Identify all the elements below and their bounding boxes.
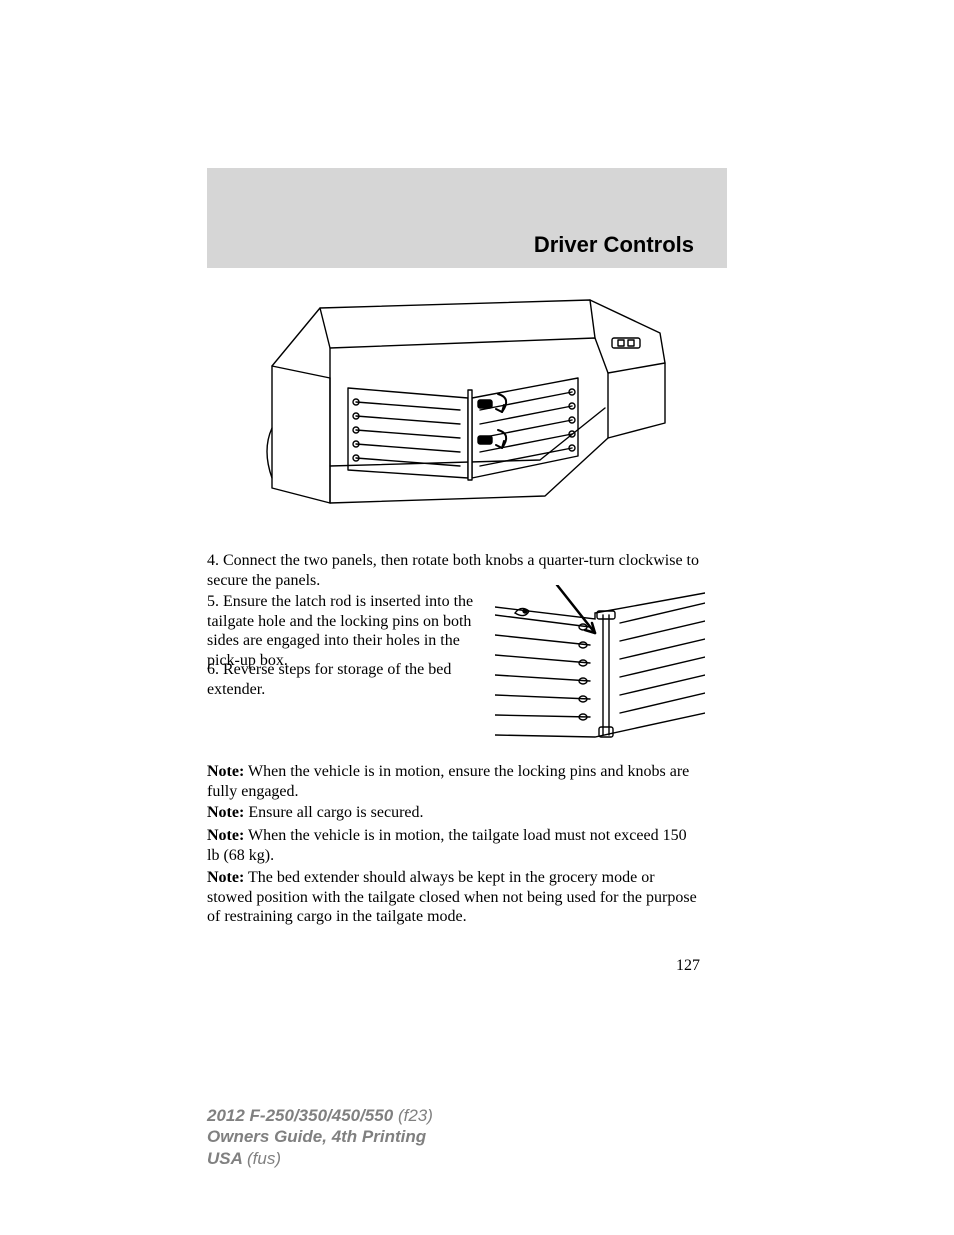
page: Driver Controls — [0, 0, 954, 1235]
note-3: Note: When the vehicle is in motion, the… — [207, 826, 702, 865]
footer-code: (f23) — [398, 1106, 433, 1125]
figure-latch-rod — [495, 585, 705, 745]
footer-line-2: Owners Guide, 4th Printing — [207, 1126, 433, 1147]
note-label: Note: — [207, 869, 244, 886]
note-4-text: The bed extender should always be kept i… — [207, 869, 697, 925]
footer-line-1: 2012 F-250/350/450/550 (f23) — [207, 1105, 433, 1126]
footer-region-code: (fus) — [247, 1149, 281, 1168]
page-number: 127 — [676, 957, 700, 975]
note-2: Note: Ensure all cargo is secured. — [207, 803, 702, 823]
footer: 2012 F-250/350/450/550 (f23) Owners Guid… — [207, 1105, 433, 1169]
note-3-text: When the vehicle is in motion, the tailg… — [207, 827, 687, 864]
note-2-text: Ensure all cargo is secured. — [244, 804, 423, 821]
figure-bed-extender — [260, 278, 690, 513]
note-label: Note: — [207, 763, 244, 780]
note-label: Note: — [207, 827, 244, 844]
section-title: Driver Controls — [534, 232, 694, 258]
note-4: Note: The bed extender should always be … — [207, 868, 702, 927]
step-6: 6. Reverse steps for storage of the bed … — [207, 660, 492, 699]
footer-line-3: USA (fus) — [207, 1148, 433, 1169]
footer-region: USA — [207, 1149, 247, 1168]
note-1: Note: When the vehicle is in motion, ens… — [207, 762, 702, 801]
note-label: Note: — [207, 804, 244, 821]
step-5: 5. Ensure the latch rod is inserted into… — [207, 592, 492, 670]
note-1-text: When the vehicle is in motion, ensure th… — [207, 763, 689, 800]
footer-model: 2012 F-250/350/450/550 — [207, 1106, 398, 1125]
